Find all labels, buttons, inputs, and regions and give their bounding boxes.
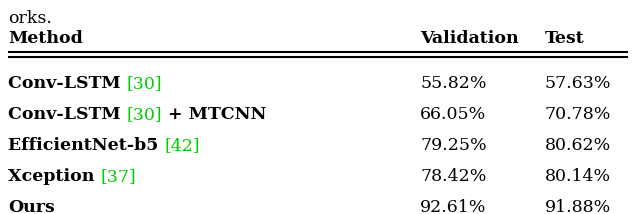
Text: Xception: Xception (8, 168, 100, 185)
Text: EfficientNet-b5: EfficientNet-b5 (8, 137, 164, 154)
Text: Test: Test (545, 30, 584, 47)
Text: 66.05%: 66.05% (420, 106, 487, 123)
Text: [30]: [30] (127, 106, 162, 123)
Text: Ours: Ours (8, 199, 55, 214)
Text: + MTCNN: + MTCNN (162, 106, 266, 123)
Text: Conv-LSTM: Conv-LSTM (8, 106, 127, 123)
Text: 91.88%: 91.88% (545, 199, 611, 214)
Text: 57.63%: 57.63% (545, 75, 611, 92)
Text: Validation: Validation (420, 30, 518, 47)
Text: 78.42%: 78.42% (420, 168, 487, 185)
Text: orks.: orks. (8, 10, 52, 27)
Text: [42]: [42] (164, 137, 200, 154)
Text: 92.61%: 92.61% (420, 199, 487, 214)
Text: 79.25%: 79.25% (420, 137, 487, 154)
Text: 80.62%: 80.62% (545, 137, 611, 154)
Text: Method: Method (8, 30, 83, 47)
Text: [30]: [30] (127, 75, 162, 92)
Text: 55.82%: 55.82% (420, 75, 487, 92)
Text: Conv-LSTM: Conv-LSTM (8, 75, 127, 92)
Text: [37]: [37] (100, 168, 136, 185)
Text: 80.14%: 80.14% (545, 168, 611, 185)
Text: 70.78%: 70.78% (545, 106, 611, 123)
